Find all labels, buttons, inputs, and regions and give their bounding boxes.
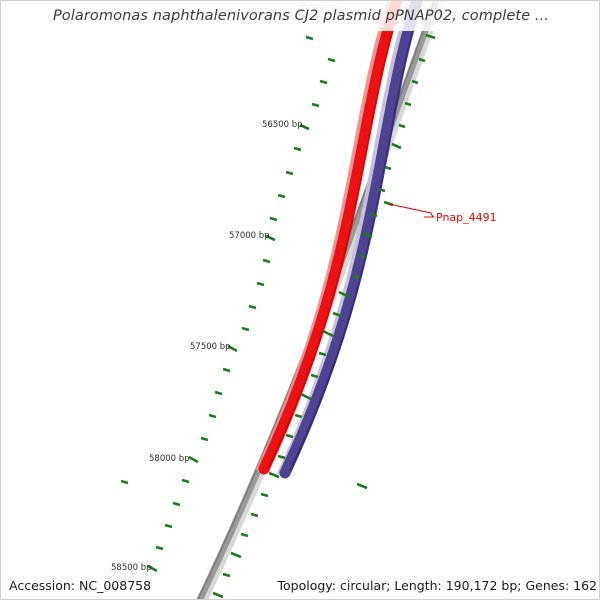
gene-reverse-shadow bbox=[289, 1, 423, 472]
ruler-labels: 56000 bp 56500 bp 57000 bp 57500 bp 5800… bbox=[111, 3, 338, 573]
backbone-body bbox=[196, 1, 440, 599]
ruler-ticks-inner bbox=[139, 13, 336, 592]
gene-reverse-body bbox=[279, 1, 423, 479]
callout-leader-line bbox=[388, 203, 434, 218]
backbone-track[interactable] bbox=[185, 1, 448, 600]
gene-forward-body bbox=[258, 1, 403, 475]
feature-label-pnap4491[interactable]: Pnap_4491 bbox=[436, 211, 497, 224]
gene-forward-strand[interactable] bbox=[255, 1, 410, 475]
page-title: Polaromonas naphthalenivorans CJ2 plasmi… bbox=[52, 8, 550, 24]
gene-reverse-strand[interactable] bbox=[276, 1, 430, 479]
ruler-label: 57500 bp bbox=[190, 342, 231, 352]
ruler-label: 57000 bp bbox=[229, 231, 270, 241]
feature-callout-pnap4491[interactable]: Pnap_4491 bbox=[388, 203, 497, 224]
ruler-label: 58000 bp bbox=[149, 454, 190, 464]
ruler-label: 58500 bp bbox=[111, 563, 152, 573]
ruler-label: 56500 bp bbox=[262, 120, 303, 130]
gene-forward-shadow bbox=[268, 1, 403, 468]
